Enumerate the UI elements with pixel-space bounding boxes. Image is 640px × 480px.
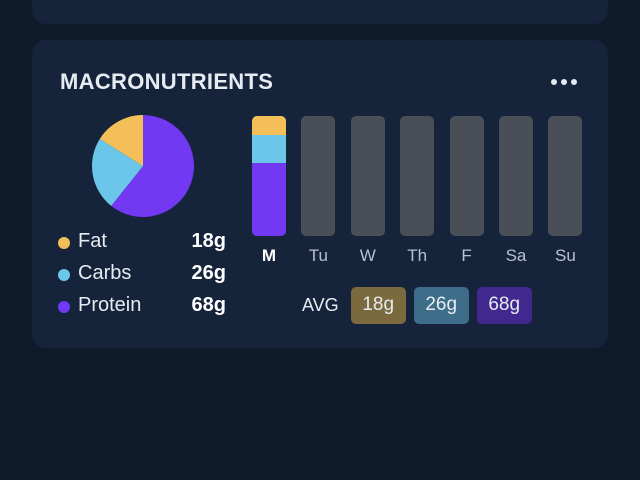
day-column-th[interactable]: Th (400, 116, 435, 265)
average-row: AVG 18g 26g 68g (302, 286, 540, 324)
bar-segment-protein (252, 163, 286, 236)
day-column-w[interactable]: W (350, 116, 385, 265)
day-bar (252, 116, 286, 236)
day-bar (350, 116, 385, 236)
day-label: M (261, 246, 277, 265)
average-carbs-chip: 26g (413, 286, 469, 324)
day-bar (548, 116, 583, 236)
macronutrients-card: MACRONUTRIENTS Fat 18g Carbs 26g Protein… (32, 40, 608, 348)
day-bar (301, 116, 336, 236)
card-title: MACRONUTRIENTS (60, 69, 274, 94)
bar-segment-carbs (252, 135, 286, 164)
legend-label: Fat (78, 230, 107, 252)
fat-dot-icon (58, 237, 70, 249)
day-bar (449, 116, 484, 236)
more-horizontal-icon (571, 79, 577, 85)
previous-card (32, 0, 608, 24)
average-label: AVG (302, 294, 339, 315)
macro-pie-chart (92, 115, 194, 217)
day-column-f[interactable]: F (449, 116, 484, 265)
day-label: Su (554, 246, 576, 265)
legend-item-protein: Protein 68g (58, 293, 230, 325)
average-protein-chip: 68g (476, 286, 532, 324)
day-column-tu[interactable]: Tu (301, 116, 336, 265)
macro-legend: Fat 18g Carbs 26g Protein 68g (58, 229, 230, 325)
day-label: Tu (308, 246, 328, 265)
pie-slice-carbs (92, 138, 143, 206)
day-bar (400, 116, 435, 236)
more-horizontal-icon (551, 79, 557, 85)
bar-segment-fat (252, 116, 286, 136)
legend-value: 26g (191, 262, 226, 284)
day-label: F (461, 246, 472, 265)
pie-slice-protein (111, 115, 194, 217)
legend-label: Protein (78, 294, 142, 316)
legend-item-fat: Fat 18g (58, 229, 230, 261)
protein-dot-icon (58, 301, 70, 313)
legend-label: Carbs (78, 262, 132, 284)
more-options-button[interactable] (544, 72, 584, 92)
day-label: Th (407, 246, 428, 265)
day-column-sa[interactable]: Sa (499, 116, 533, 265)
more-horizontal-icon (561, 79, 567, 85)
day-column-m[interactable]: M (252, 116, 286, 265)
day-label: Sa (505, 246, 527, 265)
day-column-su[interactable]: Su (548, 116, 583, 265)
day-bar (499, 116, 533, 236)
pie-slice-fat (99, 115, 143, 166)
carbs-dot-icon (58, 269, 70, 281)
legend-value: 68g (191, 294, 226, 316)
legend-item-carbs: Carbs 26g (58, 261, 230, 293)
legend-value: 18g (191, 230, 226, 252)
day-label: W (359, 246, 376, 265)
average-fat-chip: 18g (350, 286, 406, 324)
